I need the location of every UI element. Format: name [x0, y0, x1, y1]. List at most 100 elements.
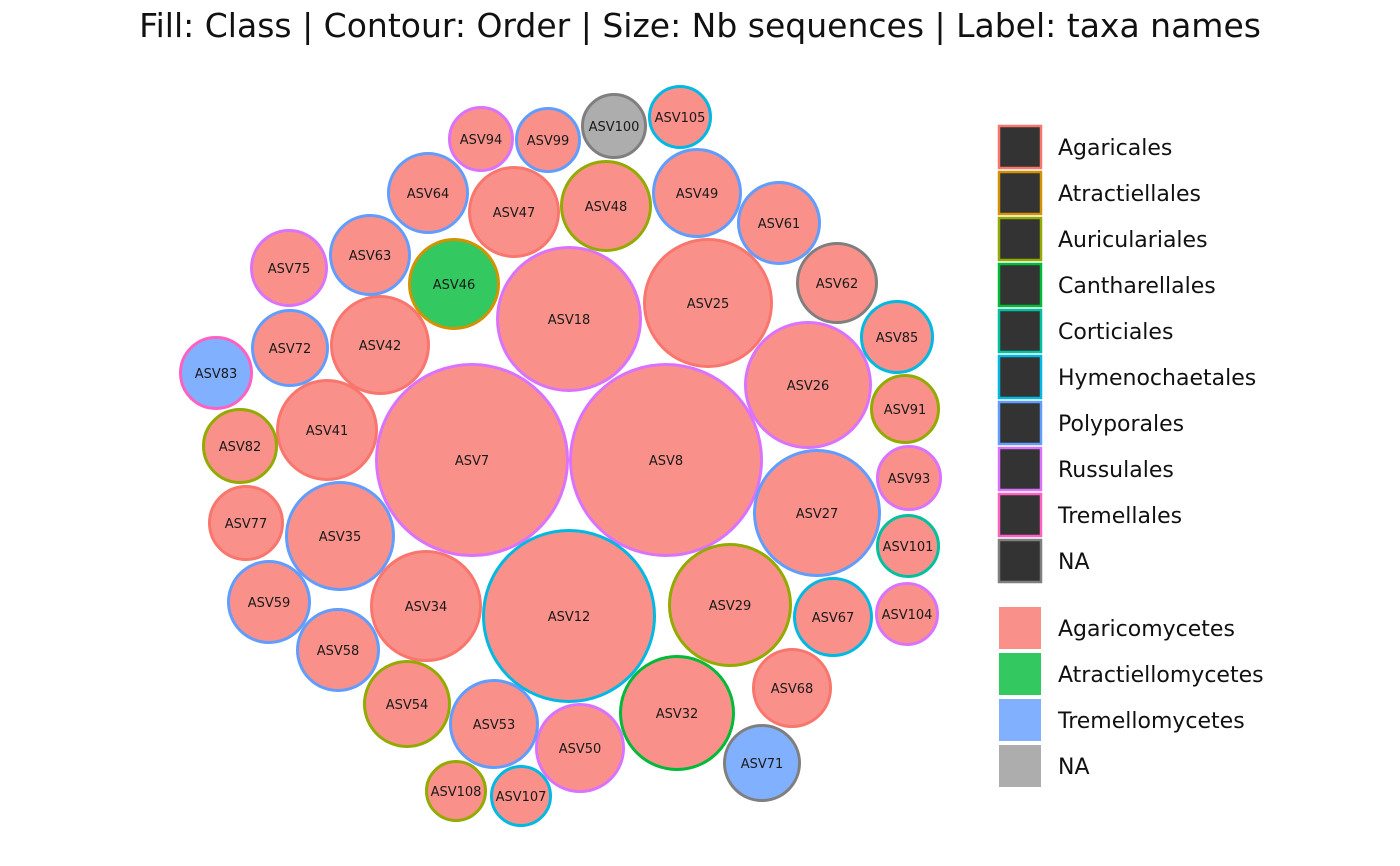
bubble-circle [643, 238, 773, 368]
bubble-label: ASV99 [527, 134, 570, 149]
bubble-circle [227, 560, 311, 644]
legend-label: Russulales [1058, 458, 1174, 483]
bubble-label: ASV91 [884, 403, 927, 418]
bubble-circle [208, 485, 284, 561]
legend-label: Atractiellomycetes [1058, 663, 1264, 688]
legend-key [997, 538, 1043, 584]
bubble-circle [496, 246, 642, 392]
bubble-circle [490, 765, 552, 827]
bubble-circle [535, 703, 625, 793]
bubble-circle [468, 166, 560, 258]
legend-class: Agaricomycetes Atractiellomycetes Tremello… [999, 607, 1264, 787]
bubble-asv62: ASV62 [796, 242, 878, 324]
legend-label: Hymenochaetales [1058, 366, 1256, 391]
legend-key [999, 607, 1041, 649]
bubbles-layer: ASV7 ASV8 ASV12 ASV18 ASV25 ASV26 ASV27 ASV29 AS… [179, 85, 942, 827]
bubble-label: ASV54 [386, 698, 429, 713]
bubble-label: ASV53 [473, 718, 516, 733]
bubble-label: ASV107 [496, 790, 547, 805]
bubble-asv91: ASV91 [870, 374, 940, 444]
bubble-circle [425, 760, 487, 822]
legend-order-item: Tremellales [997, 492, 1182, 538]
bubble-asv29: ASV29 [668, 543, 792, 667]
legend-key [997, 446, 1043, 492]
bubble-label: ASV59 [248, 596, 291, 611]
bubble-circle [363, 660, 451, 748]
bubble-label: ASV64 [407, 187, 450, 202]
legend-key [997, 354, 1043, 400]
bubble-circle [448, 106, 514, 172]
bubble-label: ASV27 [796, 507, 839, 522]
bubble-asv27: ASV27 [753, 449, 881, 577]
bubble-circle [296, 608, 380, 692]
bubble-asv83: ASV83 [179, 336, 253, 410]
legend-label: NA [1058, 550, 1090, 575]
bubble-label: ASV32 [656, 707, 699, 722]
bubble-label: ASV26 [787, 379, 830, 394]
bubble-label: ASV8 [649, 454, 683, 469]
bubble-asv49: ASV49 [652, 148, 742, 238]
bubble-asv108: ASV108 [425, 760, 487, 822]
bubble-label: ASV108 [431, 785, 482, 800]
bubble-asv64: ASV64 [387, 152, 469, 234]
legend-label: Auriculariales [1058, 228, 1208, 253]
legend-key [997, 400, 1043, 446]
bubble-label: ASV42 [359, 339, 402, 354]
bubble-label: ASV104 [882, 608, 933, 623]
bubble-label: ASV34 [405, 600, 448, 615]
bubble-circle [375, 363, 569, 557]
legend-class-item: Agaricomycetes [999, 607, 1235, 649]
bubble-circle [251, 309, 329, 387]
legend-order-item: Agaricales [997, 124, 1172, 170]
bubble-circle [796, 242, 878, 324]
legend-label: Agaricomycetes [1058, 617, 1235, 642]
bubble-asv18: ASV18 [496, 246, 642, 392]
bubble-label: ASV100 [589, 120, 640, 135]
bubble-asv63: ASV63 [329, 214, 411, 296]
legend-label: NA [1058, 755, 1090, 780]
bubble-asv59: ASV59 [227, 560, 311, 644]
bubble-label: ASV49 [676, 187, 719, 202]
bubble-asv67: ASV67 [793, 577, 873, 657]
bubble-asv54: ASV54 [363, 660, 451, 748]
legend-label: Tremellomycetes [1057, 709, 1245, 734]
legend-key [997, 262, 1043, 308]
bubble-asv35: ASV35 [285, 481, 395, 591]
legend-order-item: NA [997, 538, 1090, 584]
bubble-circle [876, 445, 942, 511]
legend-key [999, 699, 1041, 741]
bubble-label: ASV105 [655, 111, 706, 126]
bubble-label: ASV46 [433, 278, 476, 293]
bubble-label: ASV47 [493, 206, 536, 221]
bubble-asv77: ASV77 [208, 485, 284, 561]
bubble-circle [276, 379, 378, 481]
bubble-asv41: ASV41 [276, 379, 378, 481]
bubble-circle [387, 152, 469, 234]
bubble-label: ASV77 [225, 517, 268, 532]
bubble-label: ASV50 [559, 742, 602, 757]
bubble-asv85: ASV85 [860, 300, 934, 374]
bubble-circle [753, 449, 881, 577]
bubble-label: ASV63 [349, 249, 392, 264]
bubble-asv104: ASV104 [875, 582, 939, 646]
bubble-asv94: ASV94 [448, 106, 514, 172]
bubble-label: ASV68 [771, 682, 814, 697]
bubble-asv100: ASV100 [581, 93, 647, 159]
bubble-asv7: ASV7 [375, 363, 569, 557]
bubble-asv82: ASV82 [202, 408, 278, 484]
bubble-label: ASV67 [812, 611, 855, 626]
bubble-label: ASV75 [268, 262, 311, 277]
bubble-circle [408, 238, 500, 330]
bubble-circle [250, 229, 328, 307]
bubble-asv101: ASV101 [876, 514, 940, 578]
bubble-circle [330, 295, 430, 395]
bubble-circle [179, 336, 253, 410]
chart-title: Fill: Class | Contour: Order | Size: Nb … [139, 6, 1261, 45]
bubble-label: ASV25 [687, 297, 730, 312]
bubble-label: ASV82 [219, 440, 262, 455]
bubble-asv8: ASV8 [569, 363, 763, 557]
bubble-label: ASV18 [548, 313, 591, 328]
legend-order-item: Russulales [997, 446, 1174, 492]
bubble-asv61: ASV61 [737, 181, 821, 265]
bubble-circle [560, 160, 652, 252]
